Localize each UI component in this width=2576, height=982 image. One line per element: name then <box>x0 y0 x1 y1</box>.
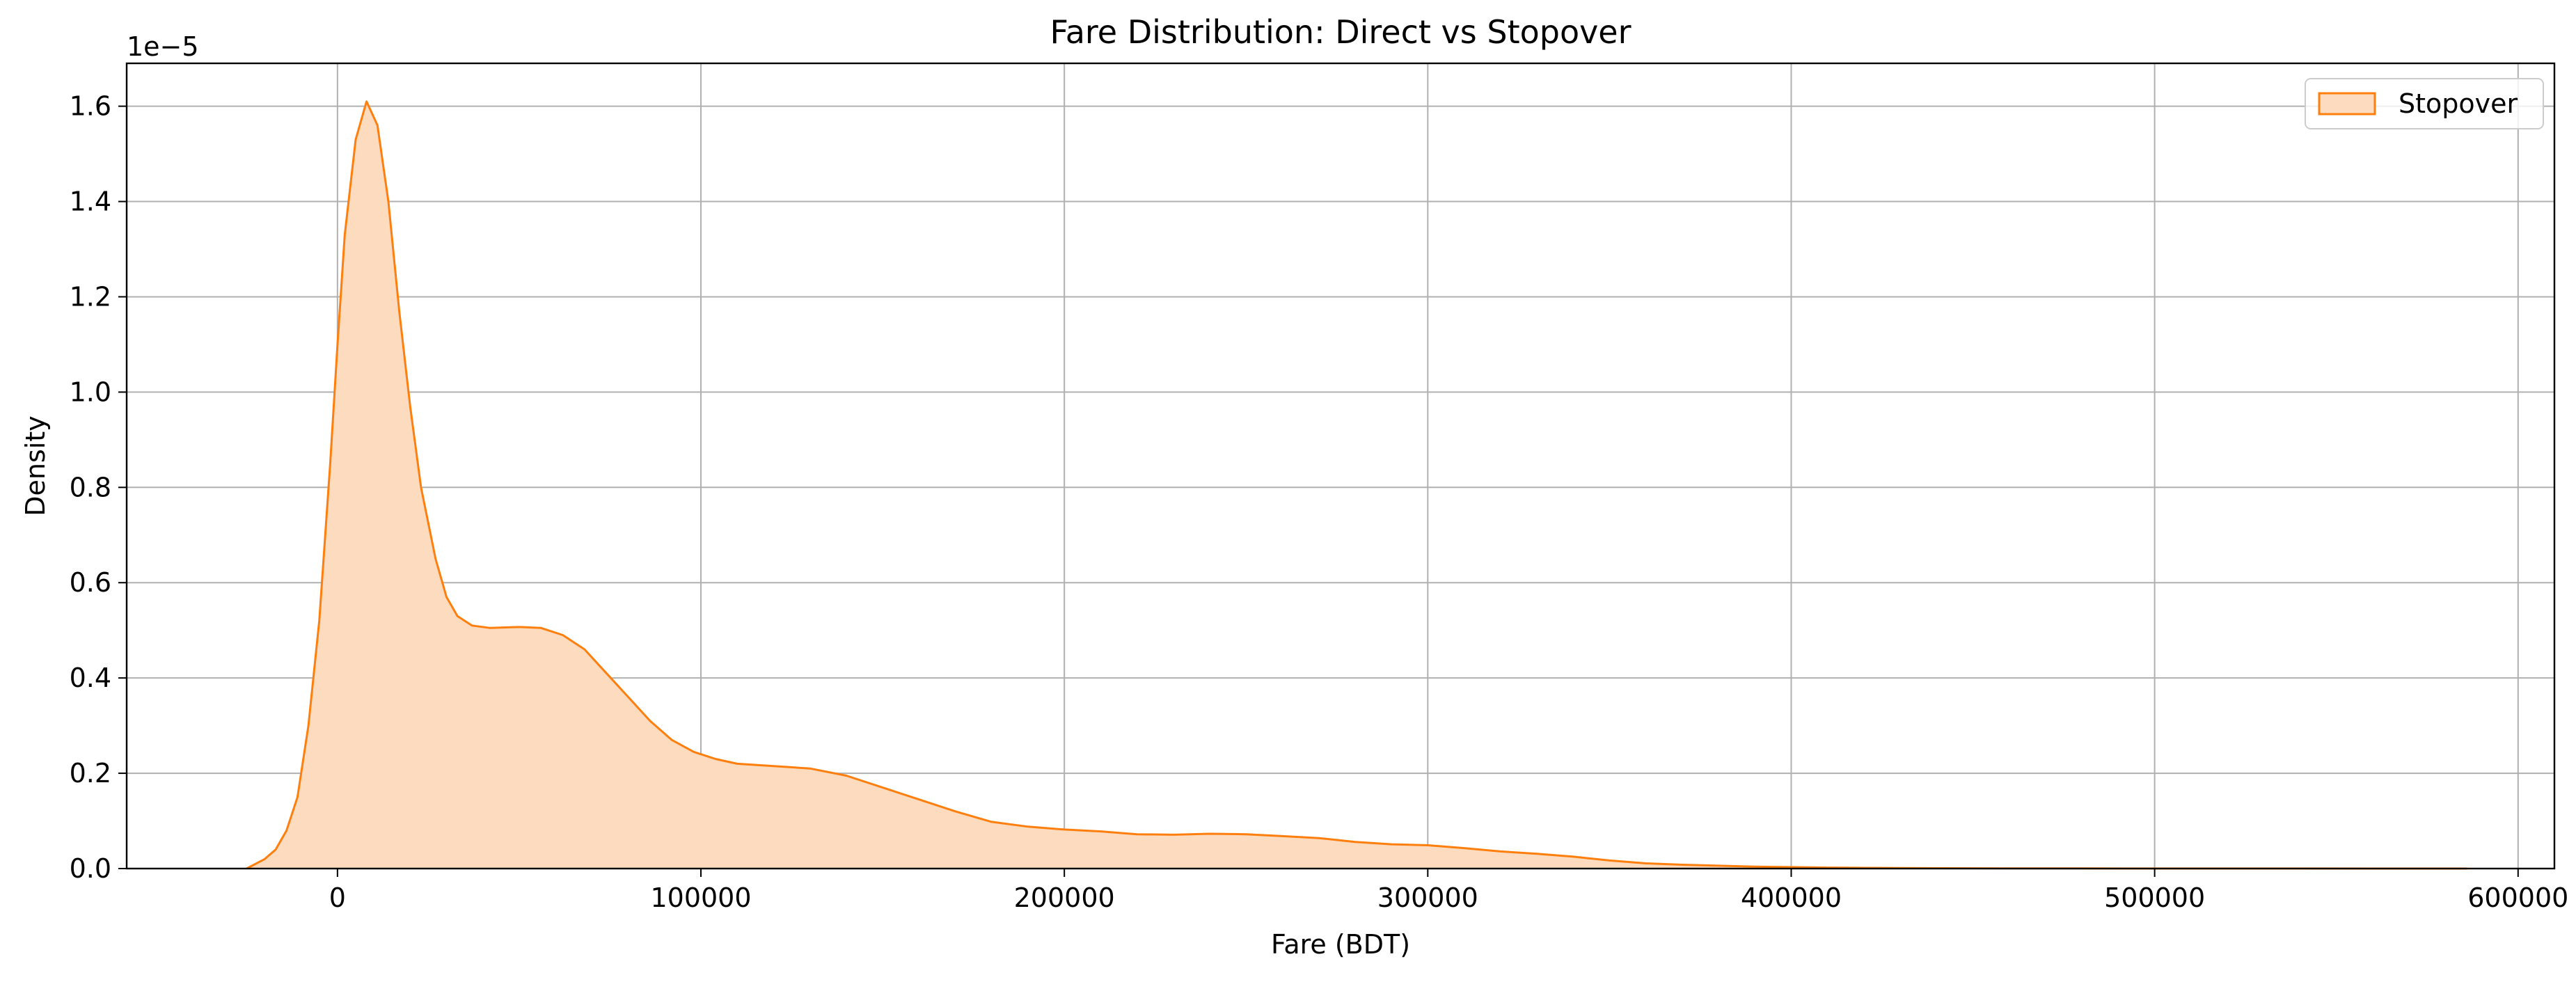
y-offset-label: 1e−5 <box>127 31 199 62</box>
y-tick-label: 0.2 <box>70 758 111 789</box>
y-tick-label: 1.6 <box>70 91 111 122</box>
legend-swatch-stopover <box>2318 92 2376 116</box>
legend-label-stopover: Stopover <box>2399 88 2518 119</box>
chart-title: Fare Distribution: Direct vs Stopover <box>1050 13 1631 51</box>
legend-frame <box>2305 78 2544 129</box>
x-tick-label: 300000 <box>1377 882 1478 913</box>
series-line-stopover <box>246 100 2467 870</box>
y-tick-label: 1.2 <box>70 281 111 312</box>
x-tick-label: 500000 <box>2104 882 2205 913</box>
y-tick-label: 0.0 <box>70 853 111 884</box>
plot-frame <box>125 62 2556 870</box>
y-tick-label: 0.4 <box>70 663 111 693</box>
legend: Stopover <box>2305 78 2544 129</box>
x-tick-label: 400000 <box>1741 882 1842 913</box>
y-tick-label: 1.0 <box>70 377 111 407</box>
x-tick-label: 600000 <box>2467 882 2568 913</box>
y-tick-label: 1.4 <box>70 187 111 217</box>
x-tick-label: 0 <box>329 882 346 913</box>
x-tick-label: 100000 <box>650 882 751 913</box>
y-tick-label: 0.6 <box>70 567 111 598</box>
series-layer <box>246 100 2467 870</box>
x-axis-label: Fare (BDT) <box>1271 929 1410 960</box>
y-axis-label: Density <box>20 415 51 516</box>
ticks: 0 100000 200000 300000 400000 500000 600000 0.0… <box>70 91 2569 913</box>
y-tick-label: 0.8 <box>70 472 111 502</box>
series-area-stopover <box>246 101 2467 869</box>
x-tick-label: 200000 <box>1014 882 1115 913</box>
